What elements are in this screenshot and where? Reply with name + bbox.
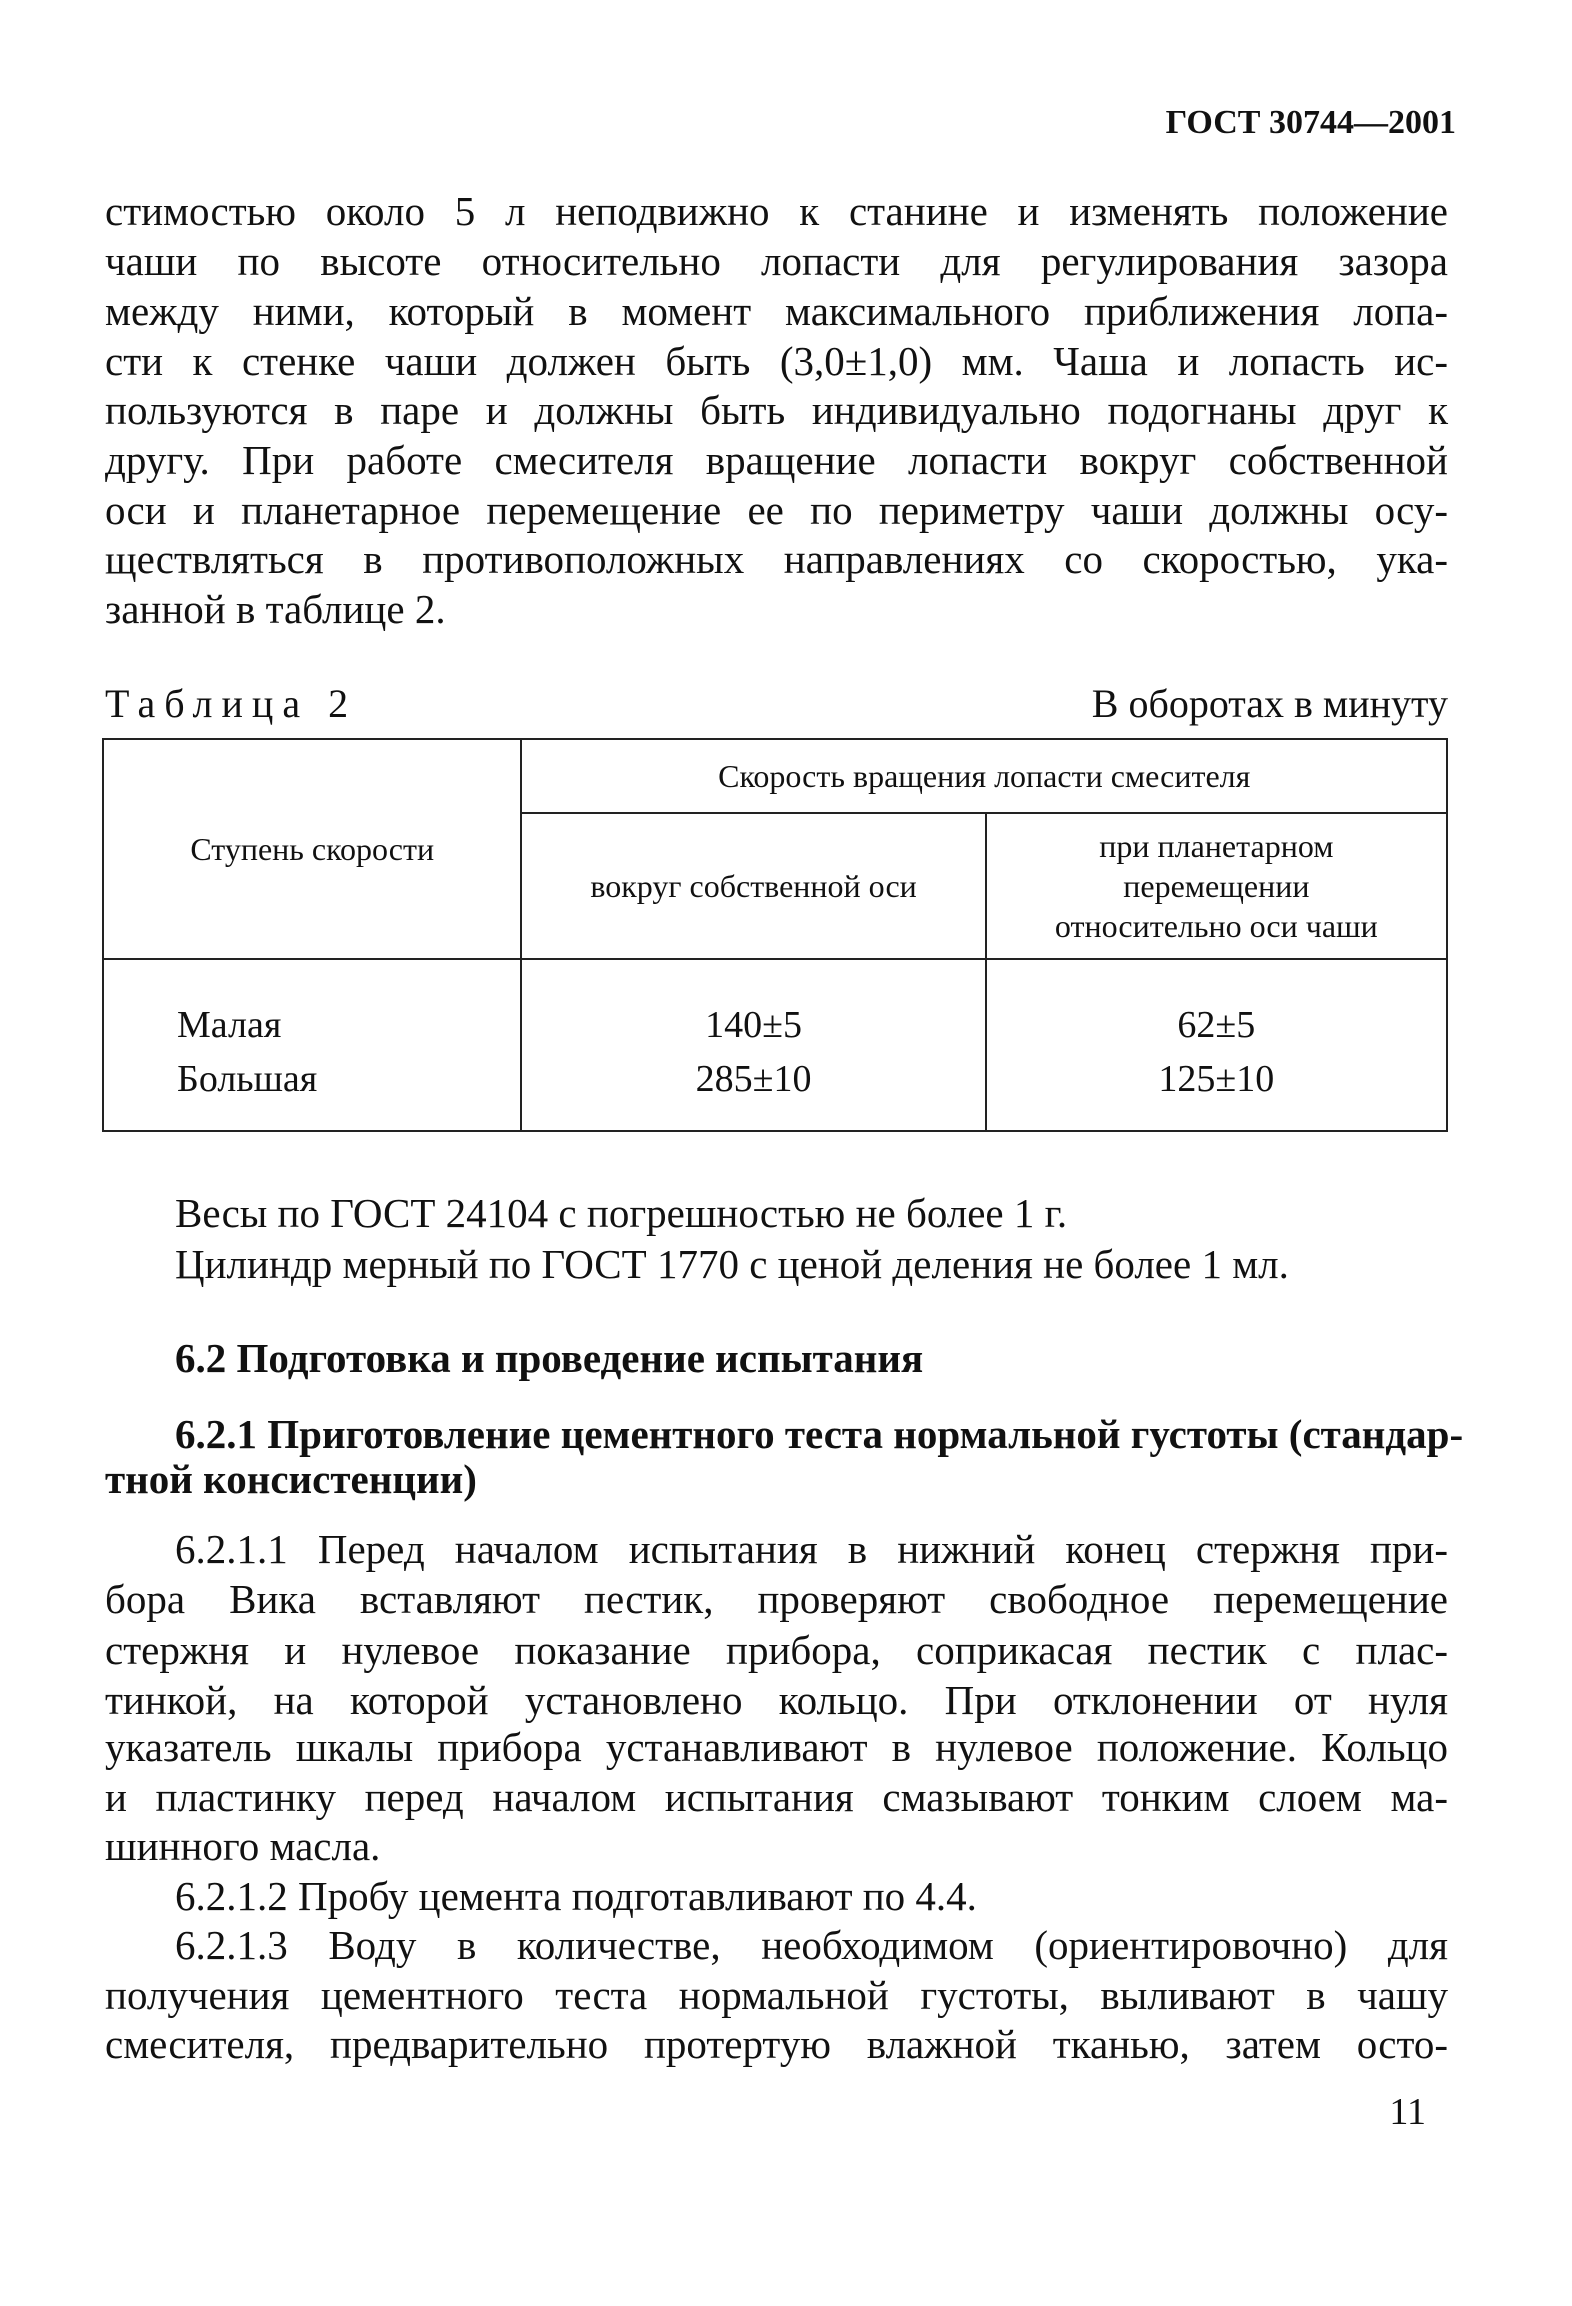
section-heading-6-2-1-cont: тной консистенции)	[105, 1456, 477, 1502]
text-line: получения цементного теста нормальной гу…	[105, 1972, 1448, 2018]
cell-stage: Большая	[101, 1059, 523, 1132]
text-line: шинного масла.	[105, 1823, 381, 1869]
header-planetary-line: перемещении	[1123, 868, 1310, 904]
header-planetary-line: относительно оси чаши	[1054, 908, 1378, 944]
text-line: чаши по высоте относительно лопасти для …	[105, 238, 1448, 284]
section-heading-6-2-1: 6.2.1 Приготовление цементного теста нор…	[175, 1411, 1464, 1457]
text-line: Весы по ГОСТ 24104 с погрешностью не бол…	[175, 1190, 1068, 1236]
text-line: между ними, который в момент максимально…	[105, 288, 1448, 334]
text-line: 6.2.1.1 Перед началом испытания в нижний…	[175, 1526, 1448, 1572]
text-line: смесителя, предварительно протертую влаж…	[105, 2021, 1448, 2067]
cell-own-axis: 140±5	[520, 959, 987, 1059]
section-heading-6-2: 6.2 Подготовка и проведение испытания	[175, 1335, 924, 1381]
table-row: Малая 140±5 62±5	[101, 959, 1449, 1059]
text-line: сти к стенке чаши должен быть (3,0±1,0) …	[105, 338, 1448, 384]
text-line: пользуются в паре и должны быть индивиду…	[105, 387, 1448, 433]
header-rotation-speed: Скорость вращения лопасти смесителя	[520, 738, 1448, 814]
cell-planetary: 125±10	[984, 1059, 1449, 1132]
cell-own-axis: 285±10	[520, 1059, 987, 1132]
text-line: тинкой, на которой установлено кольцо. П…	[105, 1677, 1448, 1723]
text-line: стержня и нулевое показание прибора, соп…	[105, 1627, 1448, 1673]
cell-planetary: 62±5	[984, 959, 1449, 1059]
header-planetary: при планетарном перемещении относительно…	[984, 812, 1449, 960]
text-line: бора Вика вставляют пестик, проверяют св…	[105, 1576, 1448, 1622]
text-line: Цилиндр мерный по ГОСТ 1770 с ценой деле…	[175, 1241, 1289, 1287]
table-unit: В оборотах в минуту	[1091, 681, 1448, 726]
cell-stage: Малая	[101, 959, 523, 1059]
speed-table: Ступень скорости Скорость вращения лопас…	[101, 738, 1449, 1132]
text-line: другу. При работе смесителя вращение лоп…	[105, 437, 1448, 483]
text-line: стимостью около 5 л неподвижно к станине…	[105, 188, 1448, 234]
header-planetary-line: при планетарном	[1099, 828, 1334, 864]
document-code-header: ГОСТ 30744—2001	[1165, 104, 1456, 141]
text-line: указатель шкалы прибора устанавливают в …	[105, 1724, 1448, 1770]
text-line: 6.2.1.3 Воду в количестве, необходимом (…	[175, 1922, 1448, 1968]
header-own-axis: вокруг собственной оси	[520, 812, 987, 960]
table-caption: Таблица 2	[105, 681, 358, 726]
header-stage: Ступень скорости	[101, 738, 523, 960]
paragraph-6-2-1-2: 6.2.1.2 Пробу цемента подготавливают по …	[175, 1873, 977, 1919]
text-line: оси и планетарное перемещение ее по пери…	[105, 487, 1448, 533]
text-line: и пластинку перед началом испытания смаз…	[105, 1774, 1448, 1820]
text-line: ществляться в противоположных направлени…	[105, 536, 1448, 582]
table-row: Большая 285±10 125±10	[101, 1059, 1449, 1132]
text-line: занной в таблице 2.	[105, 586, 446, 632]
page-number: 11	[1389, 2091, 1426, 2133]
